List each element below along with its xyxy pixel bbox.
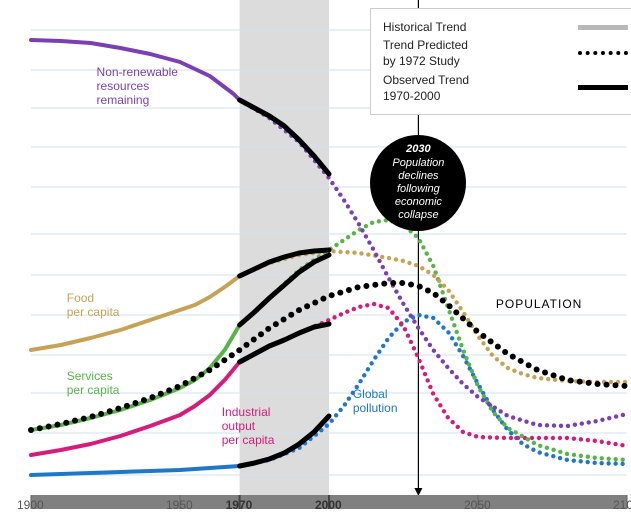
callout-2030: 2030Populationdeclinesfollowingeconomicc…	[370, 135, 466, 231]
callout-line: Population	[392, 157, 444, 170]
x-tick-2100: 2100	[613, 498, 631, 512]
label-services: Servicesper capita	[67, 370, 120, 398]
x-tick-1900: 1900	[17, 498, 44, 512]
callout-line: economic	[395, 196, 442, 209]
label-resources: Non-renewableresourcesremaining	[97, 66, 178, 107]
legend-swatch	[578, 51, 628, 55]
legend-row: Trend Predictedby 1972 Study	[383, 37, 628, 69]
legend-swatch	[578, 85, 628, 90]
x-tick-2000: 2000	[315, 498, 342, 512]
x-tick-1970: 1970	[226, 498, 253, 512]
legend-row: Observed Trend1970-2000	[383, 72, 628, 104]
label-pollution: Globalpollution	[353, 388, 398, 416]
legend-label: Historical Trend	[383, 19, 466, 35]
x-tick-2050: 2050	[464, 498, 491, 512]
legend-label: Trend Predictedby 1972 Study	[383, 37, 468, 69]
x-tick-1950: 1950	[166, 498, 193, 512]
legend-row: Historical Trend	[383, 19, 628, 35]
label-industrial: Industrialoutputper capita	[222, 406, 275, 447]
callout-line: declines	[398, 170, 438, 183]
legend: Historical Trend Trend Predictedby 1972 S…	[370, 8, 631, 115]
callout-line: following	[397, 183, 440, 196]
legend-swatch	[578, 25, 628, 30]
label-food: Foodper capita	[67, 292, 120, 320]
population-label: POPULATION	[496, 297, 582, 311]
legend-label: Observed Trend1970-2000	[383, 72, 469, 104]
callout-line: 2030	[406, 143, 430, 156]
callout-line: collapse	[398, 209, 438, 222]
